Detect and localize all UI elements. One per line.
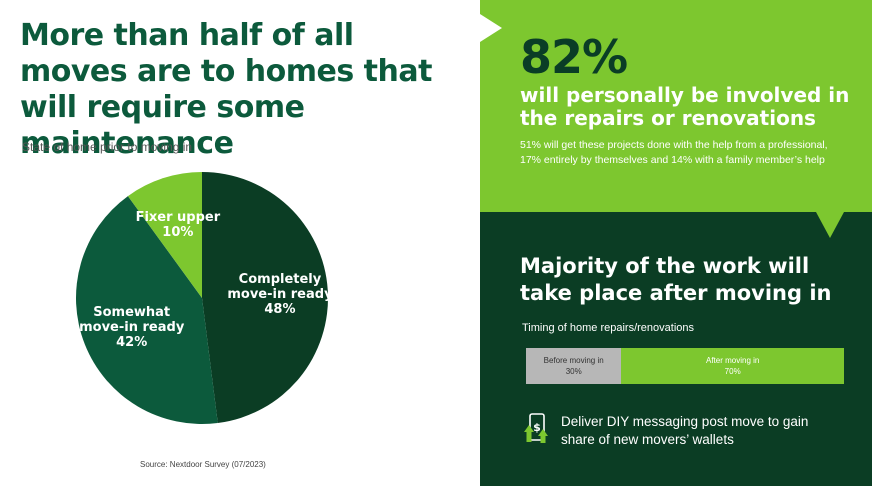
pie-label-line: 42% xyxy=(116,335,147,350)
svg-text:$: $ xyxy=(533,421,541,434)
bar-value-before: 30% xyxy=(565,367,582,376)
stat-panel xyxy=(480,0,872,212)
panel-notch-left xyxy=(480,14,502,42)
source-note: Source: Nextdoor Survey (07/2023) xyxy=(140,460,266,469)
left-panel: More than half of all moves are to homes… xyxy=(20,18,433,469)
pie-slice-fixer-upper xyxy=(127,172,202,298)
timing-stacked-bar: Before moving in 30% After moving in 70% xyxy=(526,348,844,384)
pie-label-line: Somewhat xyxy=(93,305,170,320)
pie-label-line: Fixer upper xyxy=(136,210,221,225)
bar-segment-after: After moving in 70% xyxy=(621,348,844,384)
bar-value-after: 70% xyxy=(724,367,741,376)
bar-label-after: After moving in xyxy=(706,356,760,365)
timing-headline: Majority of the work will take place aft… xyxy=(520,254,832,305)
timing-chart-caption: Timing of home repairs/renovations xyxy=(522,322,695,334)
pie-slice-somewhat-move-in-ready xyxy=(76,196,218,424)
stat-headline: will personally be involved in the repai… xyxy=(520,83,850,130)
diy-callout-text: Deliver DIY messaging post move to gain … xyxy=(561,414,809,447)
bar-segment-before: Before moving in 30% xyxy=(526,348,622,384)
pie-chart: Completely move-in ready 48%Somewhat move-i… xyxy=(76,172,333,424)
stat-value: 82% xyxy=(520,30,628,84)
panel-notch-down xyxy=(816,212,844,238)
pie-label-line: move-in ready xyxy=(79,320,185,335)
pie-chart-caption: State of home prior to moving in xyxy=(22,140,193,154)
page-title: More than half of all moves are to homes… xyxy=(20,18,432,161)
bar-label-before: Before moving in xyxy=(543,356,604,365)
pie-label-somewhat-move-in-ready: Somewhat move-in ready 42% xyxy=(79,305,185,350)
phone-money-icon: $ xyxy=(524,413,548,443)
pie-label-line: 48% xyxy=(264,302,295,317)
pie-label-line: Completely xyxy=(239,272,322,287)
pie-slice-completely-move-in-ready xyxy=(202,172,328,424)
stat-body: 51% will get these projects done with th… xyxy=(520,139,828,166)
pie-label-line: move-in ready xyxy=(227,287,333,302)
pie-label-completely-move-in-ready: Completely move-in ready 48% xyxy=(227,272,333,317)
pie-label-line: 10% xyxy=(162,225,193,240)
pie-label-fixer-upper: Fixer upper 10% xyxy=(136,210,221,240)
